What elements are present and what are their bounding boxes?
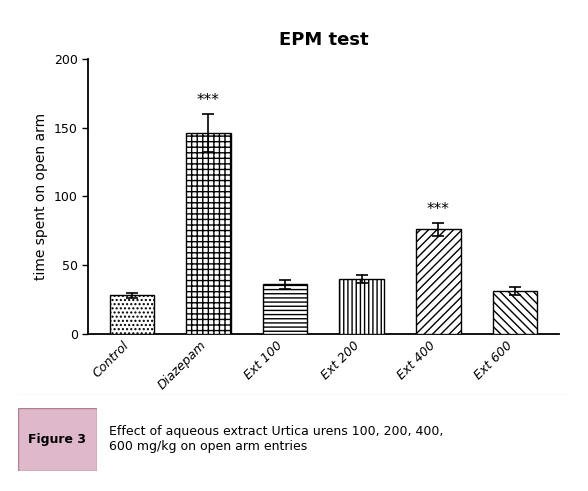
FancyBboxPatch shape <box>18 408 97 471</box>
Bar <box>493 291 537 334</box>
Text: Figure 3: Figure 3 <box>28 433 86 446</box>
Text: ***: *** <box>427 202 450 217</box>
Title: EPM test: EPM test <box>279 31 368 49</box>
Y-axis label: time spent on open arm: time spent on open arm <box>34 113 48 280</box>
Bar <box>339 279 384 334</box>
Text: Effect of aqueous extract Urtica urens 100, 200, 400,
600 mg/kg on open arm entr: Effect of aqueous extract Urtica urens 1… <box>109 425 443 454</box>
Bar <box>416 229 460 334</box>
Bar <box>186 133 230 334</box>
Bar <box>263 284 308 334</box>
Text: ***: *** <box>197 93 220 109</box>
Bar <box>109 296 154 334</box>
